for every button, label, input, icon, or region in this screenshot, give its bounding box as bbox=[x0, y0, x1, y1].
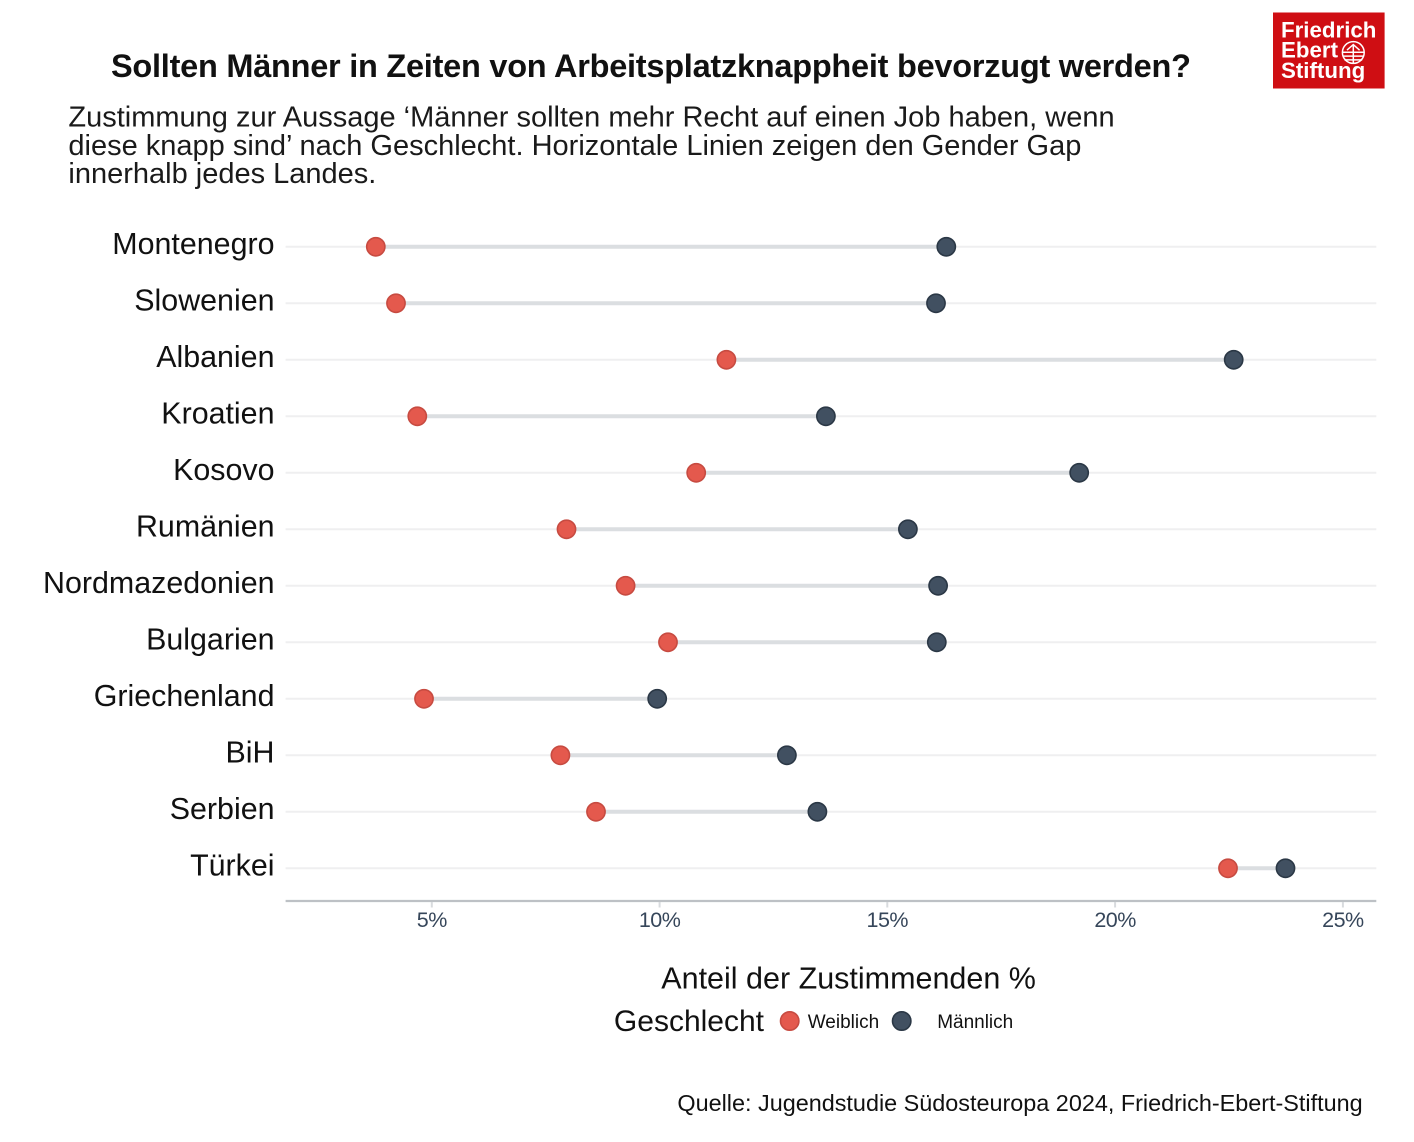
svg-text:Rumänien: Rumänien bbox=[136, 510, 275, 544]
svg-text:Nordmazedonien: Nordmazedonien bbox=[43, 566, 274, 600]
svg-text:Zustimmung zur Aussage ‘Männer: Zustimmung zur Aussage ‘Männer sollten m… bbox=[68, 102, 1114, 134]
svg-text:20%: 20% bbox=[1094, 908, 1136, 932]
svg-text:Albanien: Albanien bbox=[156, 340, 274, 374]
svg-text:Anteil der Zustimmenden %: Anteil der Zustimmenden % bbox=[661, 962, 1036, 996]
svg-text:Ebert: Ebert bbox=[1281, 38, 1339, 63]
svg-text:15%: 15% bbox=[867, 908, 909, 932]
svg-text:Männlich: Männlich bbox=[937, 1012, 1013, 1033]
svg-text:Kosovo: Kosovo bbox=[173, 453, 274, 487]
svg-text:Griechenland: Griechenland bbox=[94, 679, 275, 713]
svg-text:BiH: BiH bbox=[226, 736, 275, 770]
svg-text:innerhalb jedes Landes.: innerhalb jedes Landes. bbox=[68, 158, 376, 190]
svg-text:Weiblich: Weiblich bbox=[808, 1012, 879, 1033]
svg-text:Slowenien: Slowenien bbox=[134, 284, 274, 318]
svg-text:Serbien: Serbien bbox=[170, 792, 275, 826]
svg-text:Stiftung: Stiftung bbox=[1281, 58, 1365, 83]
svg-text:10%: 10% bbox=[639, 908, 681, 932]
svg-text:Kroatien: Kroatien bbox=[161, 397, 274, 431]
svg-text:Friedrich: Friedrich bbox=[1281, 17, 1376, 42]
svg-text:Sollten Männer in Zeiten von A: Sollten Männer in Zeiten von Arbeitsplat… bbox=[111, 48, 1191, 84]
svg-text:diese knapp sind’ nach Geschle: diese knapp sind’ nach Geschlecht. Horiz… bbox=[68, 130, 1081, 162]
svg-text:Quelle: Jugendstudie Südosteur: Quelle: Jugendstudie Südosteuropa 2024, … bbox=[677, 1090, 1362, 1116]
svg-text:Geschlecht: Geschlecht bbox=[614, 1005, 765, 1038]
svg-text:Bulgarien: Bulgarien bbox=[146, 623, 274, 657]
svg-text:25%: 25% bbox=[1322, 908, 1364, 932]
svg-text:Türkei: Türkei bbox=[190, 849, 274, 883]
svg-text:Montenegro: Montenegro bbox=[112, 227, 274, 261]
svg-text:5%: 5% bbox=[417, 908, 447, 932]
